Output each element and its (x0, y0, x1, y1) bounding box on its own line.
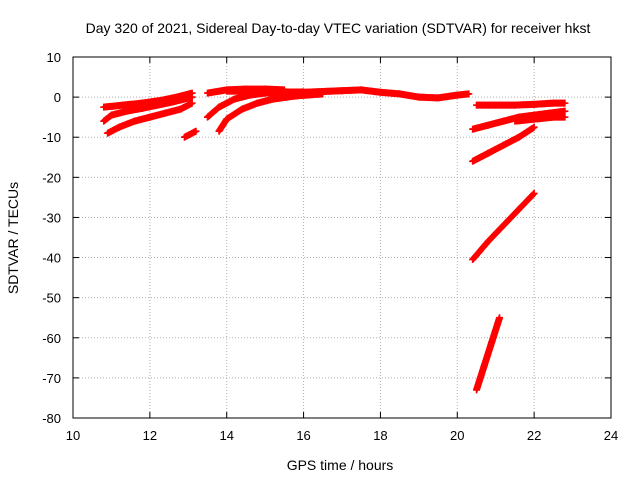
x-tick-label: 24 (604, 428, 618, 443)
x-tick-label: 22 (527, 428, 541, 443)
data-point (465, 90, 473, 98)
data-point (188, 99, 196, 107)
data-point (530, 123, 538, 131)
y-tick-label: -20 (42, 170, 61, 185)
y-tick-label: 10 (47, 50, 61, 65)
y-tick-label: -30 (42, 210, 61, 225)
data-points (100, 85, 569, 394)
data-point (188, 93, 196, 101)
data-series (180, 127, 200, 141)
data-point (496, 314, 504, 322)
data-point (529, 190, 537, 198)
y-tick-label: -10 (42, 130, 61, 145)
grid (73, 57, 611, 418)
data-series (469, 189, 538, 264)
data-series (473, 314, 504, 394)
data-point (192, 127, 200, 135)
data-point (530, 189, 538, 197)
y-tick-label: -70 (42, 371, 61, 386)
data-series (469, 123, 538, 165)
data-series (223, 86, 473, 102)
data-series (511, 113, 569, 125)
data-series (104, 99, 196, 137)
y-tick-label: -50 (42, 291, 61, 306)
data-point (561, 107, 569, 115)
y-tick-label: -80 (42, 411, 61, 426)
x-tick-label: 10 (66, 428, 80, 443)
y-tick-label: -60 (42, 331, 61, 346)
data-series (100, 93, 196, 125)
x-tick-label: 12 (143, 428, 157, 443)
y-tick-label: 0 (54, 90, 61, 105)
data-series (469, 107, 569, 133)
y-tick-label: -40 (42, 251, 61, 266)
chart-title: Day 320 of 2021, Sidereal Day-to-day VTE… (86, 20, 591, 36)
x-tick-label: 18 (373, 428, 387, 443)
data-series (215, 90, 327, 135)
data-point (561, 113, 569, 121)
data-series (473, 99, 569, 109)
data-point (561, 99, 569, 107)
x-tick-label: 20 (450, 428, 464, 443)
x-axis-label: GPS time / hours (287, 457, 394, 473)
x-tick-label: 14 (219, 428, 233, 443)
y-axis-label: SDTVAR / TECUs (5, 182, 21, 294)
axis-ticks: 10 12 14 16 18 20 22 24 10 0 -10 -20 -30 -40 -50 -60 -70… (42, 50, 618, 443)
plot-frame (72, 56, 612, 419)
x-tick-label: 16 (296, 428, 310, 443)
